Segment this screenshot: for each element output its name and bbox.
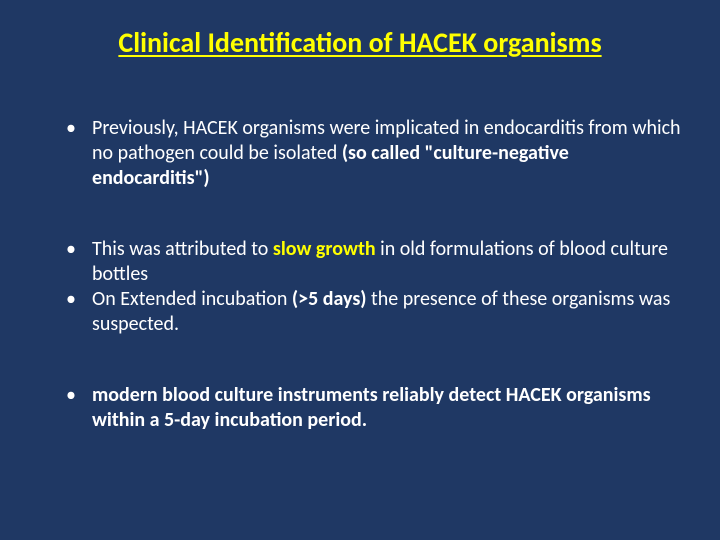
bullet-item: modern blood culture instruments reliabl… [66,383,684,433]
text-segment: This was attributed to [92,237,273,261]
slide-title: Clinical Identification of HACEK organis… [36,26,684,60]
bullet-group: modern blood culture instruments reliabl… [66,383,684,433]
bullet-item: This was attributed to slow growth in ol… [66,237,684,287]
text-segment: On Extended incubation [92,287,292,311]
text-segment: slow growth [273,237,376,261]
bullet-list: Previously, HACEK organisms were implica… [66,116,684,191]
text-segment: modern blood culture instruments reliabl… [92,383,651,432]
slide-body: Previously, HACEK organisms were implica… [36,116,684,433]
bullet-group: This was attributed to slow growth in ol… [66,237,684,337]
bullet-list: This was attributed to slow growth in ol… [66,237,684,337]
slide: Clinical Identification of HACEK organis… [0,0,720,540]
bullet-group: Previously, HACEK organisms were implica… [66,116,684,191]
text-segment: (>5 days) [292,287,367,311]
bullet-item: Previously, HACEK organisms were implica… [66,116,684,191]
bullet-item: On Extended incubation (>5 days) the pre… [66,287,684,337]
bullet-list: modern blood culture instruments reliabl… [66,383,684,433]
